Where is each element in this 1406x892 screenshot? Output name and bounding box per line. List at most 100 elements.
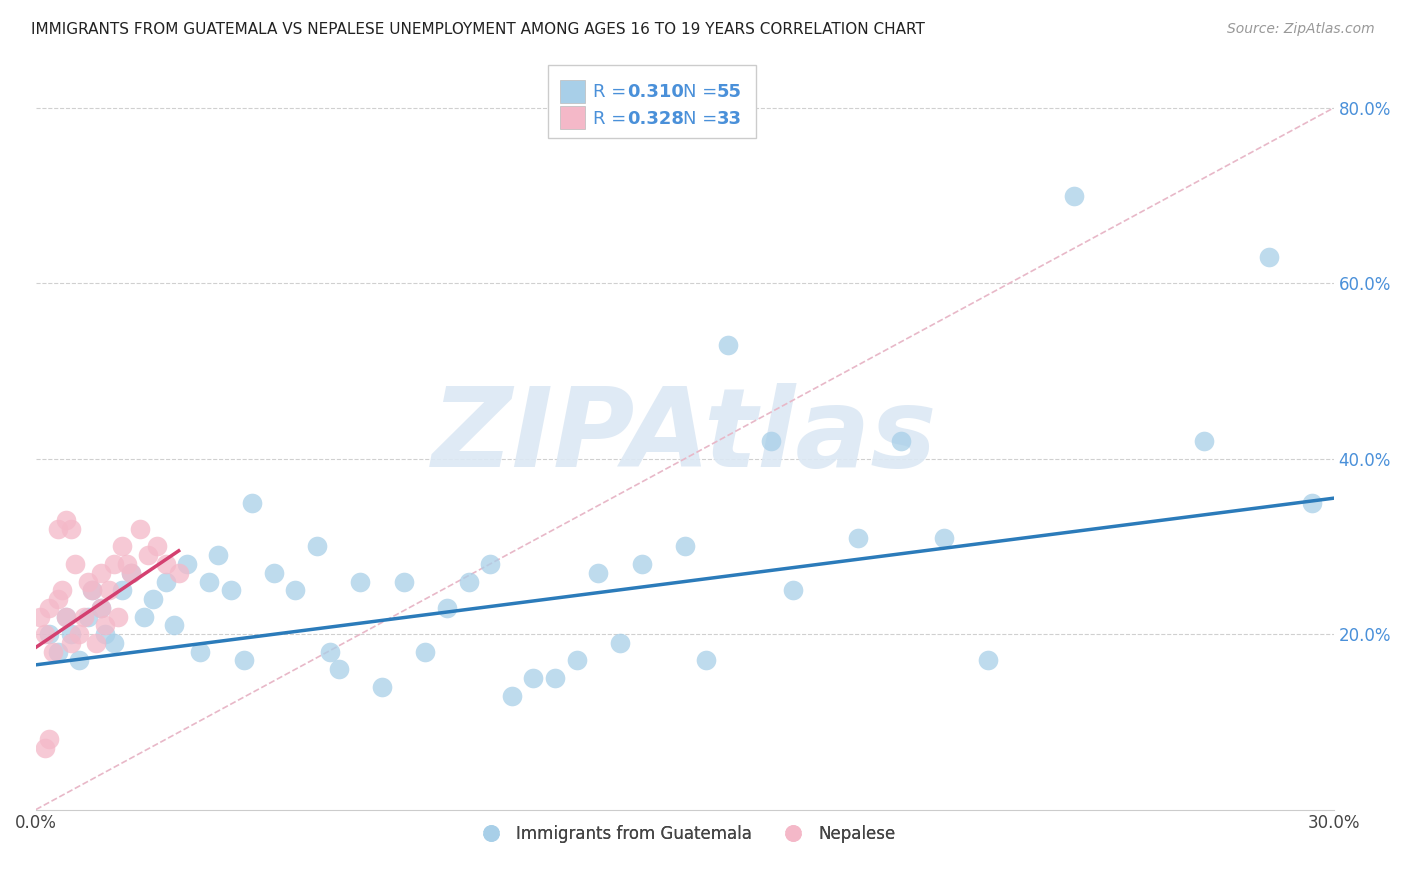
Point: [457, 574, 479, 589]
Point: [163, 618, 186, 632]
Text: Source: ZipAtlas.com: Source: ZipAtlas.com: [1227, 22, 1375, 37]
Point: [846, 531, 869, 545]
Point: [176, 557, 198, 571]
Point: [38, 732, 60, 747]
Point: [103, 557, 125, 571]
Point: [67, 627, 90, 641]
Point: [761, 434, 783, 449]
Point: [349, 574, 371, 589]
Point: [1063, 188, 1085, 202]
Point: [128, 522, 150, 536]
Point: [307, 540, 329, 554]
Point: [630, 557, 652, 571]
Text: 0.310: 0.310: [627, 83, 683, 101]
Point: [1192, 434, 1215, 449]
Text: ZIPAtlas: ZIPAtlas: [432, 384, 938, 491]
Point: [76, 609, 98, 624]
Text: 0.328: 0.328: [627, 110, 685, 128]
Point: [34, 627, 56, 641]
Point: [120, 566, 142, 580]
Point: [976, 653, 998, 667]
Point: [167, 566, 190, 580]
Point: [59, 627, 82, 641]
Point: [436, 600, 458, 615]
Point: [67, 653, 90, 667]
Point: [120, 566, 142, 580]
Point: [544, 671, 567, 685]
Point: [34, 741, 56, 756]
Point: [782, 583, 804, 598]
Text: R =: R =: [593, 83, 633, 101]
Point: [59, 522, 82, 536]
Point: [55, 609, 77, 624]
Point: [90, 566, 112, 580]
Point: [72, 609, 94, 624]
Point: [232, 653, 254, 667]
Point: [319, 645, 342, 659]
Point: [103, 636, 125, 650]
Point: [328, 662, 350, 676]
Point: [90, 600, 112, 615]
Point: [94, 627, 117, 641]
Point: [188, 645, 211, 659]
Point: [588, 566, 610, 580]
Point: [90, 600, 112, 615]
Point: [479, 557, 502, 571]
Point: [673, 540, 696, 554]
Point: [30, 609, 52, 624]
Point: [934, 531, 956, 545]
Point: [717, 337, 740, 351]
Text: N =: N =: [683, 83, 723, 101]
Point: [38, 600, 60, 615]
Point: [132, 609, 155, 624]
Point: [38, 627, 60, 641]
Point: [240, 495, 263, 509]
Point: [522, 671, 544, 685]
Point: [609, 636, 631, 650]
Point: [1301, 495, 1323, 509]
Point: [107, 609, 129, 624]
Text: 55: 55: [717, 83, 742, 101]
Point: [46, 645, 69, 659]
Point: [565, 653, 588, 667]
Point: [98, 583, 121, 598]
Point: [890, 434, 912, 449]
Point: [207, 548, 229, 562]
Point: [198, 574, 221, 589]
Point: [63, 557, 86, 571]
Point: [42, 645, 65, 659]
Point: [111, 540, 134, 554]
Point: [82, 583, 104, 598]
Point: [115, 557, 138, 571]
Point: [55, 513, 77, 527]
Text: IMMIGRANTS FROM GUATEMALA VS NEPALESE UNEMPLOYMENT AMONG AGES 16 TO 19 YEARS COR: IMMIGRANTS FROM GUATEMALA VS NEPALESE UN…: [31, 22, 925, 37]
Point: [94, 618, 117, 632]
Text: N =: N =: [683, 110, 723, 128]
Point: [46, 522, 69, 536]
Point: [695, 653, 717, 667]
Point: [155, 557, 177, 571]
Point: [371, 680, 394, 694]
Point: [111, 583, 134, 598]
Point: [46, 592, 69, 607]
Point: [55, 609, 77, 624]
Point: [51, 583, 73, 598]
Point: [155, 574, 177, 589]
Point: [76, 574, 98, 589]
Point: [263, 566, 285, 580]
Point: [284, 583, 307, 598]
Point: [86, 636, 108, 650]
Legend: Immigrants from Guatemala, Nepalese: Immigrants from Guatemala, Nepalese: [467, 818, 903, 850]
Point: [59, 636, 82, 650]
Point: [501, 689, 523, 703]
Point: [82, 583, 104, 598]
Point: [392, 574, 415, 589]
Text: R =: R =: [593, 110, 633, 128]
Text: 33: 33: [717, 110, 742, 128]
Point: [138, 548, 160, 562]
Point: [219, 583, 242, 598]
Point: [1257, 250, 1279, 264]
Point: [146, 540, 169, 554]
Point: [413, 645, 436, 659]
Point: [142, 592, 165, 607]
